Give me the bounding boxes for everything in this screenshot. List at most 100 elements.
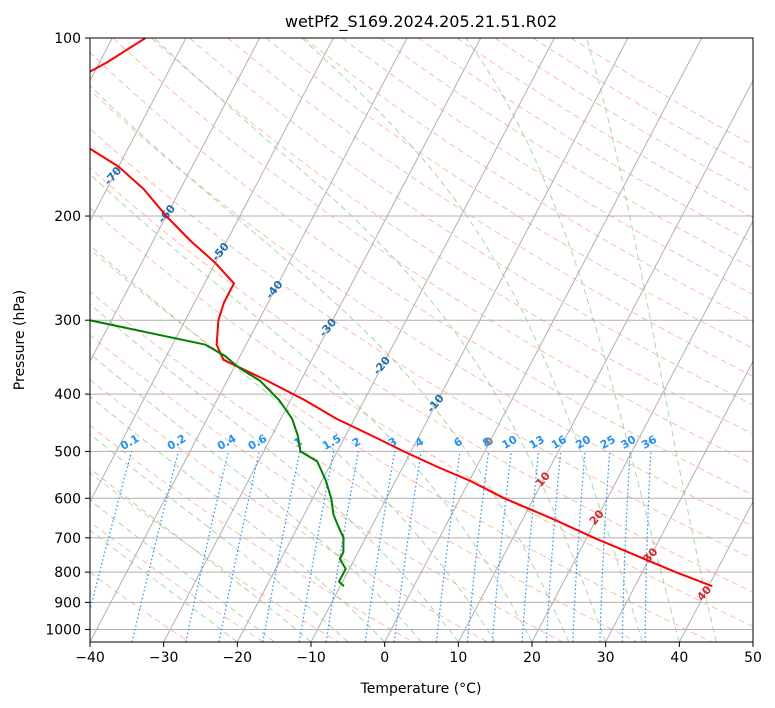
isotherm-label: -30 xyxy=(317,316,340,340)
isotherm-line xyxy=(90,38,261,363)
x-tick-label: −10 xyxy=(296,650,326,666)
dry-adiabat xyxy=(90,379,488,642)
dry-adiabat xyxy=(90,334,563,642)
moist-adiabat xyxy=(301,38,643,642)
plot-frame xyxy=(89,37,754,643)
isotherm-label: -70 xyxy=(102,164,125,188)
moist-adiabat xyxy=(90,244,496,642)
x-tick-label: 30 xyxy=(597,650,615,666)
dry-adiabat xyxy=(90,290,638,642)
isotherm-label: -90 xyxy=(0,88,17,112)
y-tick-label: 300 xyxy=(54,313,81,329)
isotherm-line xyxy=(457,79,753,642)
moist-adiabat xyxy=(90,433,349,642)
x-tick-label: −30 xyxy=(149,650,179,666)
mixing-ratio-label: 4 xyxy=(413,435,426,450)
moist-adiabat xyxy=(90,173,533,642)
isotherm-label: -40 xyxy=(263,278,286,302)
mixing-ratio-label: 1.5 xyxy=(320,432,343,453)
mixing-ratio-label: 25 xyxy=(598,433,618,452)
y-axis-title: Pressure (hPa) xyxy=(12,290,28,390)
dry-adiabat xyxy=(189,38,753,406)
dry-adiabat xyxy=(265,38,753,349)
x-tick-label: 0 xyxy=(380,650,389,666)
moist-adiabat xyxy=(90,84,570,642)
dry-adiabat xyxy=(90,472,339,642)
isotherm-line xyxy=(678,500,753,642)
y-tick-label: 100 xyxy=(54,31,81,47)
isotherm-line xyxy=(90,38,187,222)
y-tick-label: 700 xyxy=(54,531,81,547)
moist-adiabat xyxy=(465,38,680,642)
moist-adiabat xyxy=(90,467,312,642)
mixing-ratio-line xyxy=(621,451,631,642)
mixing-ratio-line xyxy=(599,451,611,642)
mixing-ratio-label: 0.2 xyxy=(165,432,188,453)
isotherm-line xyxy=(531,219,753,642)
isotherm-label: -60 xyxy=(155,202,178,226)
y-tick-label: 400 xyxy=(54,387,81,403)
dry-adiabat xyxy=(90,127,753,560)
isotherm-line xyxy=(310,38,629,642)
mixing-ratio-line xyxy=(185,451,229,642)
isotherm-label: -80 xyxy=(48,126,71,150)
dry-adiabat xyxy=(532,38,753,170)
temperature-profile-line xyxy=(90,38,713,588)
mixing-ratio-line xyxy=(364,451,396,642)
dry-adiabat xyxy=(151,38,753,435)
mixing-ratio-line xyxy=(90,451,133,613)
mixing-ratio-line xyxy=(435,451,461,642)
y-tick-label: 200 xyxy=(54,209,81,225)
mixing-ratio-label: 6 xyxy=(452,435,465,450)
moist-adiabat xyxy=(90,303,459,642)
mixing-ratio-label: 0.6 xyxy=(246,432,270,453)
mixing-ratio-label: 2 xyxy=(350,435,363,450)
mixing-ratio-line xyxy=(572,451,586,642)
dry-adiabat xyxy=(303,38,753,322)
mixing-ratio-line xyxy=(131,451,179,642)
dry-adiabat xyxy=(341,38,753,295)
isotherm-line xyxy=(605,360,753,642)
isotherm-line xyxy=(384,38,703,642)
isotherm-line xyxy=(90,38,408,642)
dry-adiabat xyxy=(380,38,753,269)
mixing-ratio-line xyxy=(218,451,260,642)
dry-adiabat xyxy=(90,51,753,496)
y-tick-label: 500 xyxy=(54,444,81,460)
mixing-ratio-label: 36 xyxy=(639,433,659,452)
dry-adiabat xyxy=(570,38,753,146)
isotherm-line xyxy=(163,38,482,642)
x-tick-label: −40 xyxy=(75,650,105,666)
x-tick-label: 20 xyxy=(523,650,541,666)
y-tick-label: 1000 xyxy=(45,622,81,638)
y-tick-label: 800 xyxy=(54,565,81,581)
x-tick-label: −20 xyxy=(223,650,253,666)
isotherm-label: -10 xyxy=(424,392,447,416)
moist-adiabat xyxy=(586,38,717,642)
dry-adiabat xyxy=(90,424,414,642)
chart-title: wetPf2_S169.2024.205.21.51.R02 xyxy=(285,12,557,32)
dry-adiabat xyxy=(90,248,712,642)
mixing-ratio-line xyxy=(466,451,490,642)
dewpoint-profile-line xyxy=(90,319,347,587)
mixing-ratio-label: 20 xyxy=(573,433,593,452)
moist-adiabat xyxy=(154,38,607,642)
isotherm-line xyxy=(90,38,334,503)
dry-adiabat xyxy=(90,89,753,528)
dry-adiabat xyxy=(227,38,753,377)
mixing-ratio-label: 30 xyxy=(619,433,639,452)
mixing-ratio-label: 0.4 xyxy=(215,432,239,453)
moist-adiabat xyxy=(90,395,386,642)
x-tick-label: 40 xyxy=(670,650,688,666)
dry-adiabat xyxy=(494,38,753,194)
x-axis-title: Temperature (°C) xyxy=(360,681,482,697)
dry-adiabat xyxy=(90,571,190,642)
y-axis: 100 200 300 400 500 600 700 800 900 1000 xyxy=(45,31,90,638)
mixing-ratio-label: 13 xyxy=(527,433,547,452)
dry-adiabat xyxy=(90,207,753,627)
x-tick-label: 50 xyxy=(744,650,762,666)
y-tick-label: 900 xyxy=(54,595,81,611)
dry-adiabat xyxy=(418,38,753,244)
mixing-ratio-label: 10 xyxy=(500,433,520,452)
